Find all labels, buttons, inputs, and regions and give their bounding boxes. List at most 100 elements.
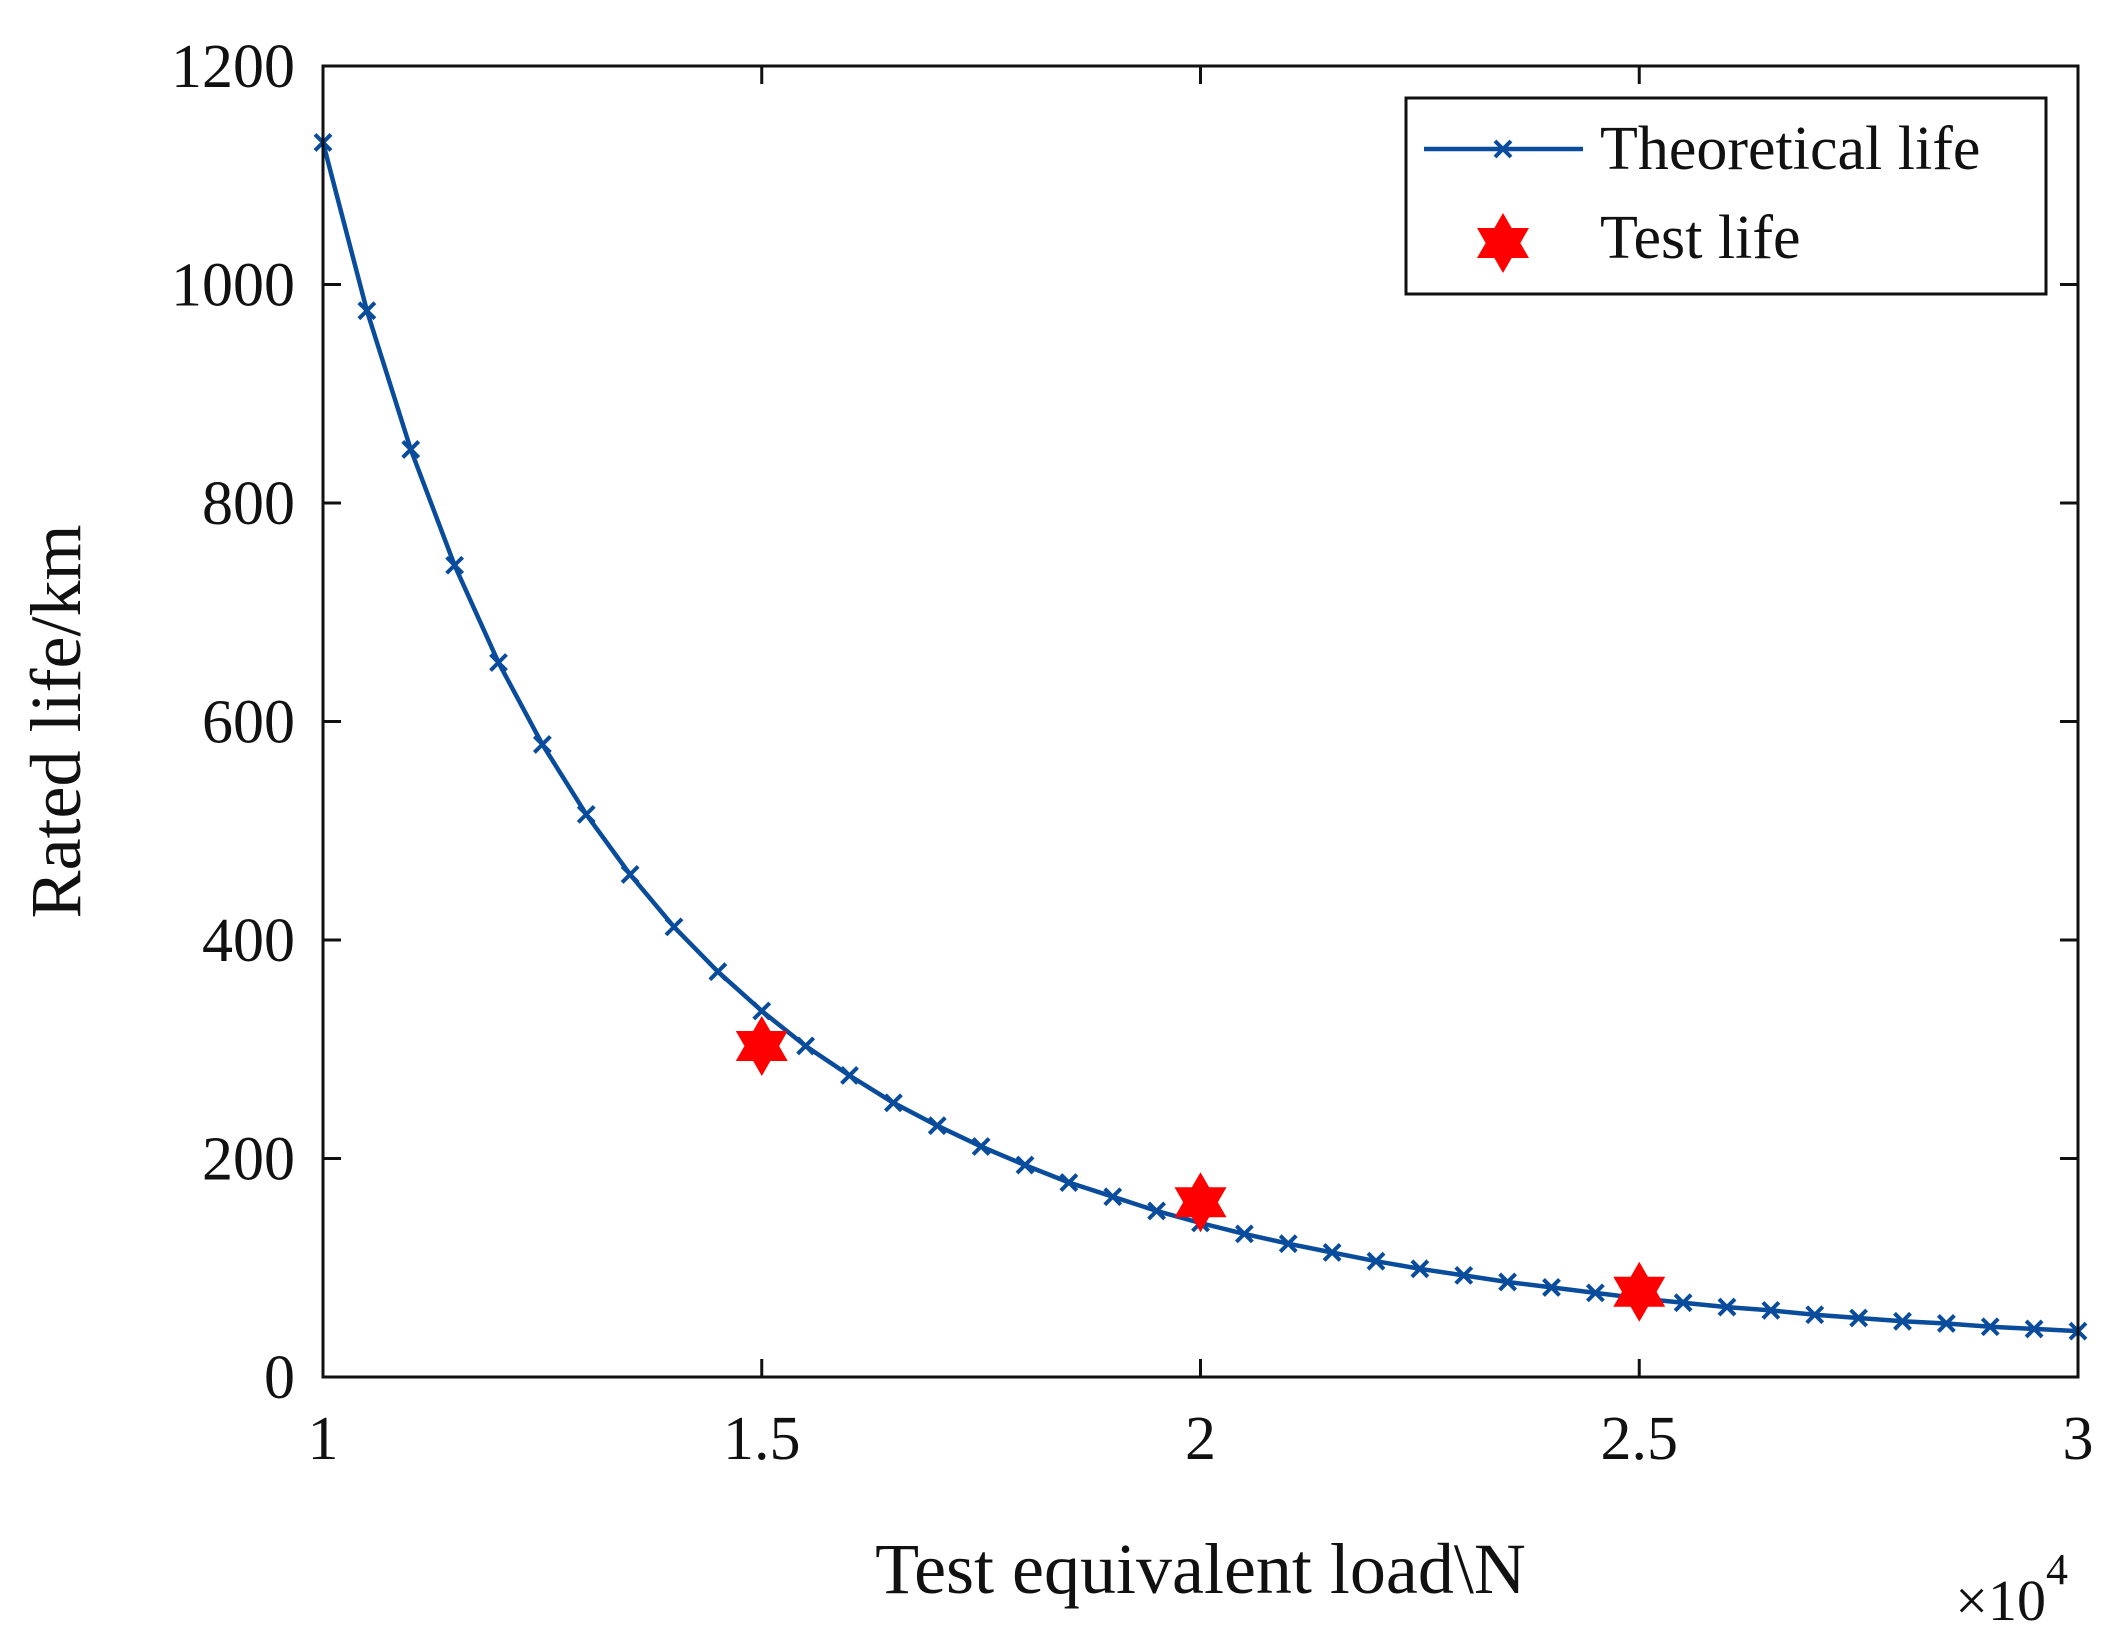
theoretical-life-point-stroke-b (1498, 1272, 1518, 1292)
theoretical-life-point (620, 865, 640, 884)
theoretical-life-point-stroke-b (2024, 1319, 2044, 1339)
theoretical-life-point (1673, 1293, 1693, 1313)
legend-test-marker (1477, 213, 1529, 273)
theoretical-life-point (1366, 1251, 1386, 1271)
plot-layer (313, 133, 2088, 1341)
theoretical-life-point (1103, 1187, 1123, 1207)
theoretical-life-point-stroke-b (1805, 1305, 1825, 1325)
theoretical-life-point-stroke-b (1322, 1243, 1342, 1262)
theoretical-life-point-stroke-b (1103, 1187, 1123, 1207)
x-tick-label: 2 (1185, 1405, 1216, 1473)
theoretical-life-point-stroke-b (357, 301, 377, 321)
legend-test-marker-tri-down (1477, 228, 1529, 273)
y-tick-label: 200 (202, 1126, 295, 1194)
theoretical-life-point-stroke-b (445, 555, 465, 575)
theoretical-life-point (2024, 1319, 2044, 1339)
theoretical-life-point-stroke-b (752, 1001, 772, 1021)
theoretical-life-point-stroke-b (532, 735, 552, 754)
theoretical-life-point (1717, 1297, 1737, 1317)
theoretical-life-point-stroke-b (1410, 1259, 1430, 1279)
theoretical-life-point (927, 1116, 947, 1136)
theoretical-life-point-stroke-b (1936, 1314, 1956, 1333)
x-tick-label: 2.5 (1601, 1405, 1679, 1473)
legend-test-label: Test life (1600, 204, 1801, 272)
theoretical-life-point-stroke-b (1673, 1293, 1693, 1313)
test-life-point-tri-down (1174, 1187, 1227, 1233)
x-axis-multiplier-base: ×10 (1955, 1568, 2046, 1633)
test-life-point (735, 1016, 788, 1076)
theoretical-life-point (1893, 1311, 1912, 1331)
theoretical-life-point-stroke-b (1585, 1283, 1605, 1303)
theoretical-life-point (1761, 1300, 1781, 1320)
test-life-point (1613, 1261, 1666, 1322)
theoretical-life-point (1322, 1243, 1342, 1262)
theoretical-life-point (1015, 1155, 1035, 1175)
theoretical-life-point-stroke-b (1278, 1234, 1298, 1254)
theoretical-life-point (1410, 1259, 1430, 1279)
axes-layer: 1 1.5 2 2.5 3 0 200 400 600 800 1000 1200 Test equiv… (16, 33, 2094, 1633)
theoretical-life-point (1936, 1314, 1956, 1333)
legend-theoretical-label: Theoretical life (1600, 115, 1980, 183)
theoretical-life-point (708, 962, 728, 982)
y-tick-label: 1000 (171, 252, 295, 320)
theoretical-life-point (357, 301, 377, 321)
theoretical-life-point (576, 804, 596, 824)
theoretical-life-point-stroke-b (1147, 1201, 1167, 1221)
theoretical-life-line (320, 141, 2079, 1334)
theoretical-life-point-stroke-b (620, 865, 640, 884)
x-tick-label: 1 (308, 1405, 339, 1473)
theoretical-life-point (664, 917, 684, 937)
theoretical-life-point (840, 1066, 859, 1085)
theoretical-life-point (1980, 1317, 2000, 1337)
theoretical-life-point (883, 1093, 903, 1113)
theoretical-life-point-stroke-b (1717, 1297, 1737, 1317)
theoretical-life-point (1234, 1224, 1254, 1244)
theoretical-life-point (1278, 1234, 1298, 1254)
y-tick-label: 0 (264, 1344, 295, 1412)
theoretical-life-point-stroke-b (1366, 1251, 1386, 1271)
legend: Theoretical life Test life (1404, 96, 2048, 296)
theoretical-life-point-stroke-b (489, 653, 508, 672)
theoretical-life-point-stroke-b (971, 1137, 991, 1156)
x-axis-multiplier: ×104 (1955, 1545, 2068, 1633)
test-life-point-tri-down (735, 1031, 788, 1076)
x-axis-label: Test equivalent load\N (875, 1529, 1526, 1609)
theoretical-life-point (532, 735, 552, 754)
y-tick-label: 1200 (171, 33, 295, 101)
theoretical-life-point-stroke-b (883, 1093, 903, 1113)
theoretical-life-point-stroke-b (1059, 1173, 1079, 1192)
theoretical-life-point-stroke-b (1542, 1278, 1561, 1297)
theoretical-life-point (796, 1036, 816, 1056)
y-axis-label: Rated life/km (16, 525, 96, 919)
y-tick-label: 600 (202, 689, 295, 757)
theoretical-life-point-stroke-b (1893, 1311, 1912, 1331)
theoretical-life-point-stroke-b (1234, 1224, 1254, 1244)
x-axis-multiplier-exponent: 4 (2046, 1545, 2068, 1594)
theoretical-life-point-stroke-b (1015, 1155, 1035, 1175)
x-tick-label: 3 (2063, 1405, 2094, 1473)
legend-theoretical-marker (1493, 139, 1513, 159)
theoretical-life-point-stroke-b (401, 440, 421, 459)
theoretical-life-point (401, 440, 421, 459)
theoretical-life-point (1147, 1201, 1167, 1221)
y-tick-label: 400 (202, 907, 295, 975)
theoretical-life-point (752, 1001, 772, 1021)
theoretical-life-point (1498, 1272, 1518, 1292)
theoretical-life-point-stroke-b (1849, 1308, 1869, 1328)
theoretical-life-point (1805, 1305, 1825, 1325)
test-life-point-tri-down (1613, 1276, 1666, 1322)
theoretical-life-point-stroke-b (576, 804, 596, 824)
theoretical-life-point-stroke-b (1761, 1300, 1781, 1320)
theoretical-life-point-stroke-b (664, 917, 684, 937)
x-tick-label: 1.5 (723, 1405, 801, 1473)
theoretical-life-point (489, 653, 508, 672)
theoretical-life-point-stroke-b (708, 962, 728, 982)
theoretical-life-point-stroke-b (1454, 1265, 1474, 1285)
theoretical-life-point-stroke-b (840, 1066, 859, 1085)
theoretical-life-point (1585, 1283, 1605, 1303)
theoretical-life-point (1849, 1308, 1869, 1328)
theoretical-life-point-stroke-b (1980, 1317, 2000, 1337)
theoretical-life-point-stroke-b (796, 1036, 816, 1056)
theoretical-life-point (1454, 1265, 1474, 1285)
